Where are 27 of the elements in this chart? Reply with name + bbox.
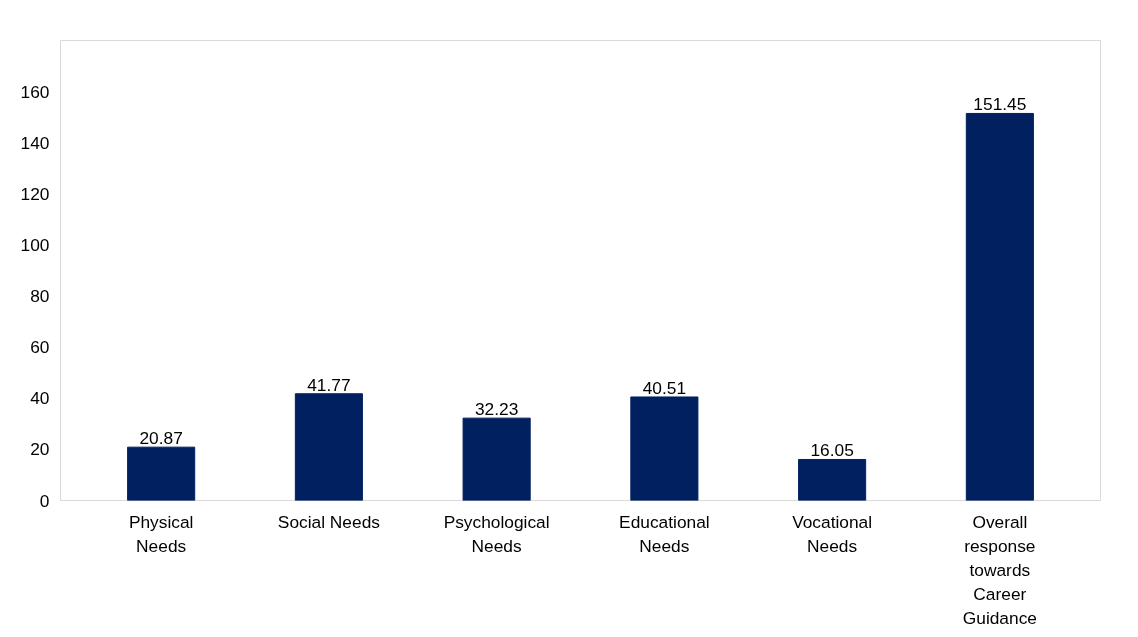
data-label: 16.05	[810, 440, 854, 461]
x-tick-label: Educational Needs	[619, 511, 710, 556]
bar	[965, 112, 1034, 501]
y-tick-label: 140	[20, 132, 50, 153]
x-tick-label: Overall response towards Career Guidance	[962, 511, 1037, 628]
data-label: 40.51	[642, 377, 687, 398]
bar	[630, 396, 699, 501]
y-tick-label: 0	[39, 490, 50, 511]
x-tick-label: Vocational Needs	[792, 511, 873, 556]
y-tick-label: 60	[30, 337, 50, 358]
data-label: 20.87	[139, 428, 183, 449]
x-tick-label: Physical Needs	[128, 511, 194, 556]
bar	[462, 417, 531, 501]
data-label: 41.77	[307, 374, 351, 395]
bar	[127, 446, 196, 501]
y-tick-label: 120	[20, 183, 50, 204]
bar	[798, 458, 867, 501]
data-label: 151.45	[973, 94, 1027, 115]
y-tick-label: 80	[30, 286, 50, 307]
y-tick-label: 100	[20, 234, 50, 255]
y-tick-label: 40	[30, 388, 50, 409]
y-tick-label: 20	[30, 439, 50, 460]
x-tick-label: Psychological Needs	[443, 511, 550, 556]
y-tick-label: 160	[20, 81, 50, 102]
x-tick-label: Social Needs	[277, 511, 381, 532]
data-label: 32.23	[474, 399, 519, 420]
bar	[294, 393, 363, 501]
